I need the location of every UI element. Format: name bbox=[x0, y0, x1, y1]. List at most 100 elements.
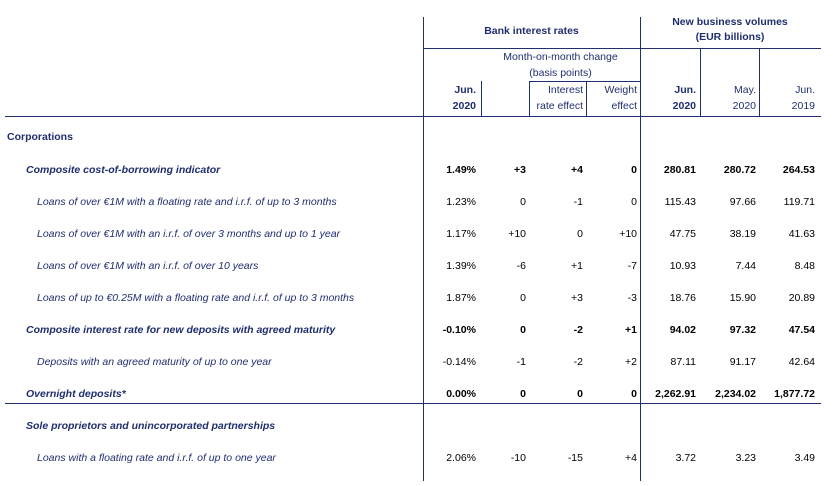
cell-rate: 1.23% bbox=[446, 196, 476, 208]
cell-mom: 0 bbox=[520, 292, 526, 304]
header-volumes: New business volumes bbox=[672, 16, 788, 28]
divider bbox=[529, 81, 530, 116]
header-interest-rate-effect: Interest bbox=[547, 84, 583, 96]
row-label: Loans with a floating rate and i.r.f. of… bbox=[37, 452, 276, 464]
row-label: Composite interest rate for new deposits… bbox=[26, 324, 336, 336]
row-label: Loans of up to €0.25M with a floating ra… bbox=[37, 292, 355, 304]
cell-mom: +10 bbox=[508, 228, 526, 240]
header-weight-effect-2: effect bbox=[611, 100, 638, 112]
header-vol2-month: May. bbox=[734, 84, 756, 96]
cell-v3: 264.53 bbox=[782, 164, 815, 176]
header-rate-month: Jun. bbox=[454, 84, 476, 96]
divider bbox=[423, 17, 424, 481]
divider bbox=[423, 48, 821, 49]
cell-v2: 3.23 bbox=[735, 452, 756, 464]
header-vol1-month: Jun. bbox=[674, 84, 696, 96]
cell-mom: -6 bbox=[516, 260, 526, 272]
divider bbox=[5, 403, 821, 404]
cell-rate: -0.10% bbox=[442, 324, 476, 336]
cell-we: +2 bbox=[625, 356, 637, 368]
cell-v2: 2,234.02 bbox=[715, 388, 756, 400]
cell-ire: 0 bbox=[577, 228, 583, 240]
divider bbox=[481, 81, 482, 116]
cell-we: +10 bbox=[619, 228, 637, 240]
cell-v3: 20.89 bbox=[788, 292, 815, 304]
cell-rate: 1.17% bbox=[446, 228, 476, 240]
cell-ire: 0 bbox=[577, 388, 583, 400]
cell-rate: 1.87% bbox=[446, 292, 476, 304]
cell-mom: 0 bbox=[520, 196, 526, 208]
header-vol3-year: 2019 bbox=[791, 100, 815, 112]
cell-we: 0 bbox=[631, 196, 637, 208]
cell-we: +1 bbox=[625, 324, 637, 336]
cell-v3: 3.49 bbox=[794, 452, 815, 464]
cell-ire: +1 bbox=[571, 260, 583, 272]
cell-we: +4 bbox=[625, 452, 637, 464]
header-vol3-month: Jun. bbox=[795, 84, 815, 96]
divider bbox=[586, 81, 587, 116]
row-label: Deposits with an agreed maturity of up t… bbox=[37, 356, 272, 368]
cell-v2: 91.17 bbox=[729, 356, 756, 368]
cell-v2: 15.90 bbox=[729, 292, 756, 304]
cell-v3: 119.71 bbox=[783, 196, 815, 208]
header-mom-change: Month-on-month change bbox=[503, 51, 618, 63]
row-label: Loans of over €1M with an i.r.f. of over… bbox=[37, 228, 341, 240]
divider bbox=[529, 81, 640, 82]
header-volumes-unit: (EUR billions) bbox=[695, 31, 765, 43]
cell-rate: 0.00% bbox=[446, 388, 476, 400]
cell-we: -7 bbox=[627, 260, 637, 272]
cell-v1: 115.43 bbox=[664, 196, 696, 208]
cell-v1: 94.02 bbox=[669, 324, 696, 336]
row-label: Loans of over €1M with a floating rate a… bbox=[37, 196, 337, 208]
cell-ire: -2 bbox=[573, 324, 583, 336]
row-label: Loans of over €1M with an i.r.f. of over… bbox=[37, 260, 259, 272]
cell-rate: 1.39% bbox=[446, 260, 476, 272]
divider bbox=[759, 48, 760, 116]
cell-v3: 41.63 bbox=[788, 228, 815, 240]
cell-v2: 97.32 bbox=[729, 324, 756, 336]
cell-rate: 2.06% bbox=[446, 452, 476, 464]
cell-v3: 8.48 bbox=[794, 260, 815, 272]
cell-v2: 7.44 bbox=[735, 260, 756, 272]
cell-v1: 3.72 bbox=[675, 452, 696, 464]
cell-v1: 2,262.91 bbox=[655, 388, 696, 400]
cell-v1: 280.81 bbox=[663, 164, 696, 176]
row-label: Sole proprietors and unincorporated part… bbox=[26, 420, 276, 432]
cell-v3: 1,877.72 bbox=[774, 388, 815, 400]
row-label: Composite cost-of-borrowing indicator bbox=[26, 164, 221, 176]
cell-v3: 42.64 bbox=[788, 356, 815, 368]
cell-ire: -1 bbox=[573, 196, 583, 208]
cell-v1: 87.11 bbox=[670, 356, 697, 368]
header-vol2-year: 2020 bbox=[732, 100, 756, 112]
header-mom-unit: (basis points) bbox=[529, 67, 592, 79]
header-vol1-year: 2020 bbox=[672, 100, 696, 112]
cell-we: 0 bbox=[631, 388, 637, 400]
cell-ire: +4 bbox=[571, 164, 583, 176]
header-weight-effect: Weight bbox=[604, 84, 638, 96]
header-bank-rates: Bank interest rates bbox=[484, 25, 579, 37]
cell-v1: 10.93 bbox=[669, 260, 696, 272]
cell-v2: 97.66 bbox=[729, 196, 756, 208]
cell-mom: -1 bbox=[516, 356, 526, 368]
divider bbox=[700, 48, 701, 116]
divider bbox=[640, 17, 641, 481]
cell-ire: +3 bbox=[571, 292, 583, 304]
cell-ire: -15 bbox=[567, 452, 583, 464]
header-interest-rate-effect-2: rate effect bbox=[536, 100, 583, 112]
cell-mom: +3 bbox=[514, 164, 526, 176]
cell-v1: 47.75 bbox=[669, 228, 696, 240]
cell-mom: -10 bbox=[510, 452, 526, 464]
row-label: Overnight deposits* bbox=[26, 388, 126, 400]
divider bbox=[5, 116, 821, 117]
cell-rate: 1.49% bbox=[446, 164, 476, 176]
cell-mom: 0 bbox=[520, 324, 526, 336]
cell-ire: -2 bbox=[573, 356, 583, 368]
cell-we: 0 bbox=[631, 164, 637, 176]
section-corporations: Corporations bbox=[7, 131, 73, 143]
cell-v2: 38.19 bbox=[729, 228, 756, 240]
cell-mom: 0 bbox=[520, 388, 526, 400]
cell-v3: 47.54 bbox=[788, 324, 815, 336]
cell-we: -3 bbox=[627, 292, 637, 304]
cell-v2: 280.72 bbox=[723, 164, 756, 176]
header-rate-year: 2020 bbox=[452, 100, 476, 112]
